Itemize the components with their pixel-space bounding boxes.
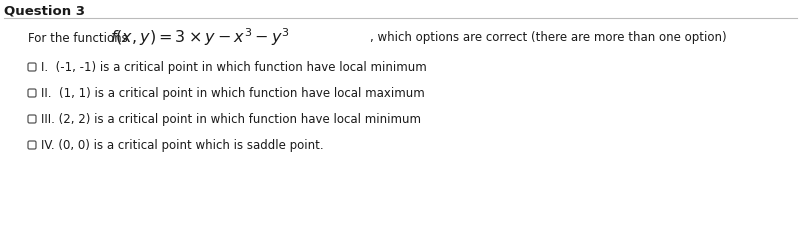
Text: Question 3: Question 3	[4, 5, 85, 18]
Text: IV. (0, 0) is a critical point which is saddle point.: IV. (0, 0) is a critical point which is …	[41, 138, 324, 151]
FancyBboxPatch shape	[28, 115, 36, 123]
FancyBboxPatch shape	[28, 141, 36, 149]
FancyBboxPatch shape	[28, 63, 36, 71]
Text: For the functions: For the functions	[28, 32, 127, 44]
Text: II.  (1, 1) is a critical point in which function have local maximum: II. (1, 1) is a critical point in which …	[41, 86, 425, 99]
Text: , which options are correct (there are more than one option): , which options are correct (there are m…	[370, 32, 727, 44]
FancyBboxPatch shape	[28, 89, 36, 97]
Text: III. (2, 2) is a critical point in which function have local minimum: III. (2, 2) is a critical point in which…	[41, 113, 421, 126]
Text: $f(x,y) = 3 \times y - x^3 - y^3$: $f(x,y) = 3 \times y - x^3 - y^3$	[110, 26, 290, 48]
Text: I.  (-1, -1) is a critical point in which function have local minimum: I. (-1, -1) is a critical point in which…	[41, 61, 427, 74]
